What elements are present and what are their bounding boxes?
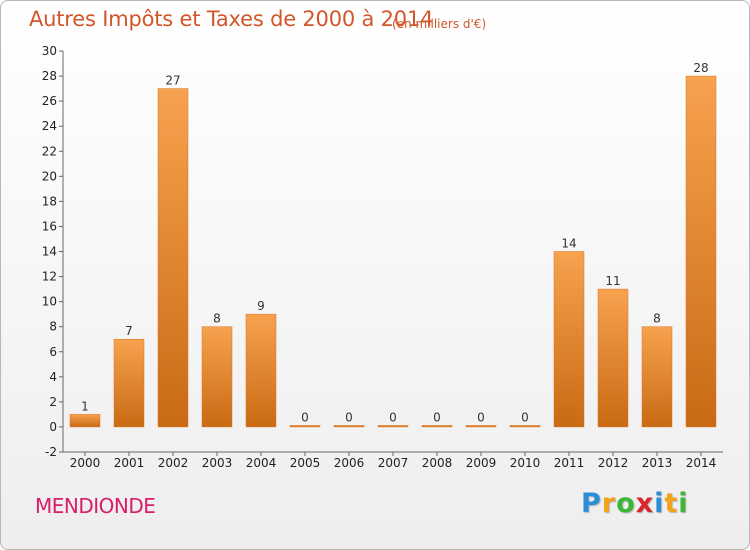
y-tick-label: 24	[42, 119, 57, 133]
x-tick-label: 2012	[598, 456, 629, 470]
bar-value-label: 0	[389, 410, 397, 424]
x-tick-label: 2011	[554, 456, 585, 470]
bar	[509, 425, 541, 428]
bar	[421, 425, 453, 428]
y-tick-label: 16	[42, 219, 57, 233]
x-tick-label: 2007	[378, 456, 409, 470]
y-tick-label: 10	[42, 295, 57, 309]
chart-subtitle: (en milliers d'€)	[392, 17, 487, 31]
y-tick-label: 18	[42, 194, 57, 208]
y-tick-label: 22	[42, 144, 57, 158]
y-tick-label: 26	[42, 94, 57, 108]
y-tick-label: 30	[42, 44, 57, 58]
x-tick-label: 2000	[70, 456, 101, 470]
logo-letter: i	[654, 488, 665, 519]
bar	[289, 425, 321, 428]
bar	[685, 75, 717, 428]
proxiti-logo: Proxiti	[581, 488, 689, 519]
x-tick-label: 2009	[466, 456, 497, 470]
bar	[245, 313, 277, 428]
x-axis: 2000 2001 2002 2003 2004 2005 2006 2007 2008 2009…	[63, 451, 723, 470]
x-tick-label: 2005	[290, 456, 321, 470]
y-tick-label: -2	[45, 445, 57, 459]
bar	[641, 326, 673, 428]
logo-letter: x	[635, 488, 655, 519]
x-tick-label: 2001	[114, 456, 145, 470]
bar-value-label: 27	[165, 74, 180, 88]
bar	[465, 425, 497, 428]
logo-letter: r	[601, 488, 617, 519]
x-tick-label: 2013	[642, 456, 673, 470]
logo-letter: o	[616, 488, 636, 519]
bars: 1 7 27 8 9 0 0 0 0 0 0 14 11 8 28	[69, 61, 717, 428]
bar-value-label: 8	[213, 312, 221, 326]
bar-value-label: 9	[257, 299, 265, 313]
bar	[157, 88, 189, 428]
x-tick-label: 2004	[246, 456, 277, 470]
bar	[113, 338, 145, 428]
y-tick-label: 4	[49, 370, 57, 384]
y-tick-label: 2	[49, 395, 57, 409]
x-tick-label: 2008	[422, 456, 453, 470]
bar	[69, 414, 101, 428]
bar	[333, 425, 365, 428]
bar-value-label: 0	[345, 410, 353, 424]
bar-value-label: 0	[477, 410, 485, 424]
bar-value-label: 11	[605, 274, 620, 288]
x-tick-label: 2002	[158, 456, 189, 470]
y-tick-label: 12	[42, 270, 57, 284]
y-tick-label: 14	[42, 245, 57, 259]
bar	[377, 425, 409, 428]
commune-name: MENDIONDE	[35, 494, 156, 518]
x-tick-label: 2003	[202, 456, 233, 470]
bar	[597, 288, 629, 428]
x-tick-label: 2010	[510, 456, 541, 470]
x-tick-label: 2006	[334, 456, 365, 470]
bar-value-label: 0	[301, 410, 309, 424]
y-tick-label: 6	[49, 345, 57, 359]
logo-letter: t	[664, 488, 679, 519]
y-tick-label: 20	[42, 169, 57, 183]
y-tick-label: 0	[49, 420, 57, 434]
bar-value-label: 0	[433, 410, 441, 424]
chart-title: Autres Impôts et Taxes de 2000 à 2014	[29, 7, 434, 31]
logo-letter: i	[678, 488, 689, 519]
logo-letter: P	[581, 488, 602, 519]
bar-value-label: 14	[561, 237, 576, 251]
bar-value-label: 0	[521, 410, 529, 424]
bar-value-label: 7	[125, 324, 133, 338]
bar-value-label: 28	[693, 61, 708, 75]
bar-value-label: 1	[81, 399, 89, 413]
y-tick-label: 28	[42, 69, 57, 83]
bar-value-label: 8	[653, 312, 661, 326]
y-tick-label: 8	[49, 320, 57, 334]
bar	[201, 326, 233, 428]
bar	[553, 251, 585, 428]
x-tick-label: 2014	[686, 456, 717, 470]
